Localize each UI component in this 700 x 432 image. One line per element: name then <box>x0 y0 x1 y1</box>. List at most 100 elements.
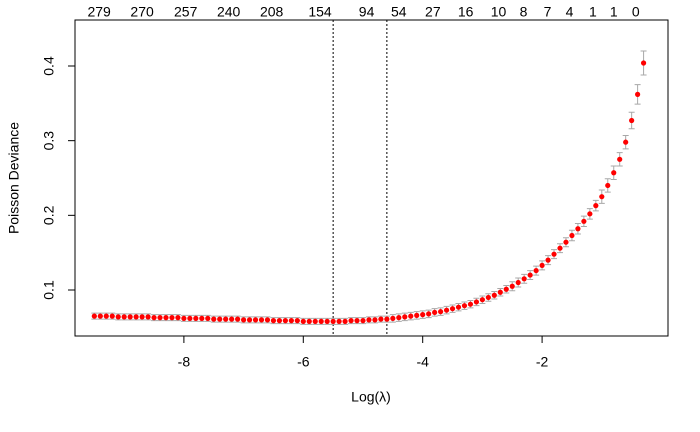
point <box>199 315 205 321</box>
top-tick-label: 7 <box>544 4 552 20</box>
x-axis-label: Log(λ) <box>351 389 391 405</box>
point <box>503 286 509 292</box>
point <box>336 318 342 324</box>
point <box>527 272 533 278</box>
point <box>354 318 360 324</box>
point <box>569 232 575 239</box>
x-tick-label: -8 <box>178 354 191 370</box>
y-axis-label: Poisson Deviance <box>6 122 22 234</box>
point <box>294 318 300 324</box>
top-tick-label: 1 <box>589 4 597 20</box>
top-tick-label: 154 <box>308 4 332 20</box>
point <box>449 306 456 312</box>
point <box>479 297 485 303</box>
point <box>318 318 324 324</box>
point <box>145 314 151 320</box>
point <box>467 301 474 307</box>
point <box>300 318 306 324</box>
top-tick-label: 1 <box>610 4 618 20</box>
point <box>276 318 283 324</box>
x-tick-label: -4 <box>416 354 429 370</box>
point <box>515 279 521 286</box>
top-tick-label: 10 <box>491 4 507 20</box>
point <box>270 318 277 324</box>
point <box>306 318 312 324</box>
point <box>193 315 199 321</box>
point <box>175 315 181 321</box>
point <box>246 317 253 323</box>
plot-frame <box>74 19 669 337</box>
point <box>599 194 605 200</box>
point <box>521 276 527 282</box>
x-tick-label: -6 <box>297 354 310 370</box>
top-tick-label: 240 <box>217 4 241 20</box>
point <box>623 139 629 145</box>
point <box>581 218 587 224</box>
point <box>240 317 247 323</box>
point <box>342 318 348 324</box>
point <box>551 251 557 257</box>
point <box>312 318 318 324</box>
point <box>557 245 563 251</box>
top-tick-label: 27 <box>425 4 441 20</box>
top-tick-label: 257 <box>174 4 198 20</box>
point <box>611 170 617 176</box>
point <box>223 316 229 322</box>
point <box>426 311 432 317</box>
point <box>593 203 599 209</box>
point <box>485 294 491 301</box>
point <box>378 316 384 322</box>
point <box>640 60 647 66</box>
point <box>139 314 145 320</box>
point <box>473 299 480 305</box>
top-tick-label: 8 <box>520 4 528 20</box>
point <box>217 316 223 322</box>
y-tick-label: 0.2 <box>41 205 57 225</box>
point <box>282 318 288 324</box>
point <box>533 267 539 274</box>
point <box>575 226 581 232</box>
point <box>545 257 551 263</box>
top-tick-label: 208 <box>260 4 284 20</box>
point <box>151 315 157 321</box>
top-tick-label: 270 <box>130 4 154 20</box>
point <box>258 317 265 323</box>
point <box>366 317 372 323</box>
point <box>211 316 217 322</box>
point <box>324 318 330 324</box>
point <box>205 315 211 321</box>
point <box>491 292 497 298</box>
point <box>563 239 569 245</box>
point <box>163 315 169 321</box>
point <box>432 309 438 316</box>
point <box>229 316 235 322</box>
point <box>420 312 426 318</box>
point <box>605 182 611 189</box>
point <box>587 211 593 217</box>
point <box>288 318 294 324</box>
point <box>157 315 163 321</box>
point <box>539 262 545 268</box>
point <box>181 315 187 321</box>
top-tick-label: 4 <box>566 4 574 20</box>
top-tick-label: 54 <box>391 4 407 20</box>
point <box>109 313 115 319</box>
point <box>635 91 641 97</box>
point <box>169 315 175 321</box>
point <box>115 314 121 320</box>
y-tick-label: 0.4 <box>41 56 57 76</box>
point <box>372 317 378 323</box>
point <box>408 313 414 319</box>
point <box>629 117 635 124</box>
point <box>402 314 408 320</box>
point <box>390 315 396 321</box>
point <box>348 318 354 324</box>
x-tick-label: -2 <box>536 354 549 370</box>
point <box>443 307 450 313</box>
point <box>617 156 623 162</box>
top-tick-label: 16 <box>458 4 474 20</box>
point <box>91 313 97 319</box>
point <box>264 317 271 323</box>
point <box>127 314 133 320</box>
point <box>235 316 241 322</box>
